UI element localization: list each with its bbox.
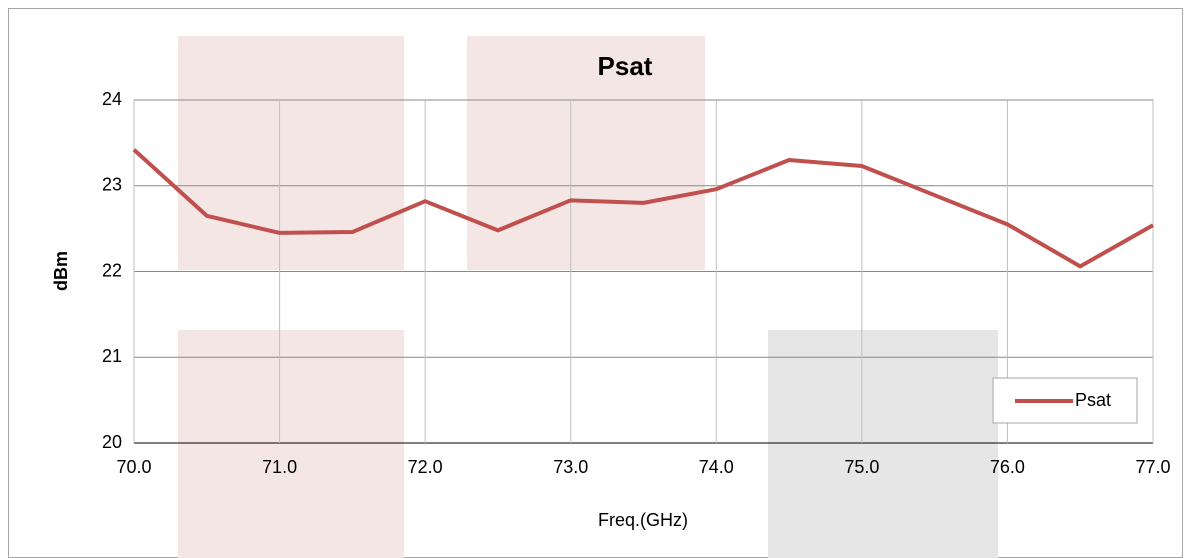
overlay xyxy=(178,330,404,558)
y-tick-label: 24 xyxy=(102,89,122,109)
y-axis-label: dBm xyxy=(51,251,71,291)
x-tick-label: 77.0 xyxy=(1135,457,1170,477)
legend-label: Psat xyxy=(1075,390,1111,410)
chart-title: Psat xyxy=(598,51,653,81)
overlay xyxy=(178,36,404,270)
x-tick-label: 75.0 xyxy=(844,457,879,477)
x-tick-label: 76.0 xyxy=(990,457,1025,477)
x-tick-label: 72.0 xyxy=(408,457,443,477)
x-tick-label: 70.0 xyxy=(116,457,151,477)
y-tick-label: 22 xyxy=(102,260,122,280)
x-tick-label: 73.0 xyxy=(553,457,588,477)
y-tick-label: 23 xyxy=(102,175,122,195)
overlay xyxy=(768,330,998,558)
y-tick-label: 20 xyxy=(102,432,122,452)
y-tick-label: 21 xyxy=(102,346,122,366)
x-tick-label: 71.0 xyxy=(262,457,297,477)
overlay xyxy=(467,36,705,270)
line xyxy=(132,148,1154,269)
x-tick-label: 74.0 xyxy=(699,457,734,477)
x-axis-label: Freq.(GHz) xyxy=(598,510,688,530)
